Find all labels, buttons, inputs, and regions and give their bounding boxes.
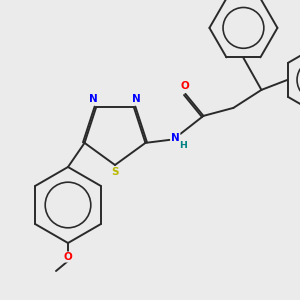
Text: O: O [64,252,72,262]
Text: H: H [179,141,188,150]
Text: N: N [89,94,98,104]
Text: O: O [180,81,189,91]
Text: N: N [132,94,141,104]
Text: N: N [171,133,180,143]
Text: S: S [111,167,119,177]
